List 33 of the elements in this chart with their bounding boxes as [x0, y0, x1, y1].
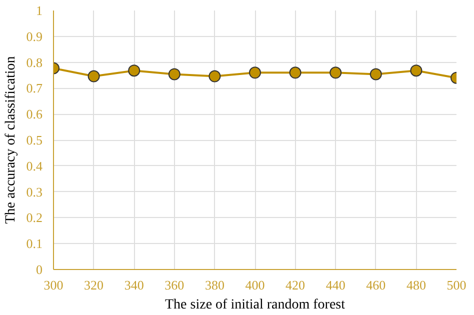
- y-axis-title: The accuracy of classification: [3, 56, 18, 224]
- y-tick-label: 0.6: [26, 106, 43, 122]
- x-tick-label: 480: [406, 278, 426, 292]
- x-tick-label: 360: [164, 278, 184, 292]
- point: [128, 64, 140, 77]
- x-axis-title: The size of initial random forest: [165, 298, 346, 312]
- point: [289, 66, 302, 79]
- point: [208, 70, 221, 82]
- y-tick-label: 0.8: [26, 54, 42, 70]
- x-tick-label: 460: [366, 278, 386, 292]
- point: [168, 68, 180, 80]
- x-tick-label: 380: [204, 278, 224, 292]
- y-tick-label: 0.1: [26, 236, 42, 252]
- y-tick-label: 0.7: [26, 80, 43, 96]
- point: [249, 66, 261, 79]
- point: [370, 68, 382, 80]
- y-tick-label: 0.9: [26, 28, 42, 44]
- y-tick-label: 0.3: [26, 184, 42, 200]
- x-tick-label: 340: [124, 278, 144, 292]
- y-tick-label: 0.2: [26, 210, 42, 226]
- y-tick-label: 1: [36, 3, 42, 18]
- x-tick-label: 420: [286, 278, 306, 292]
- x-tick-label: 500: [446, 278, 466, 292]
- point: [330, 66, 342, 79]
- y-tick-label: 0.4: [26, 158, 43, 174]
- x-tick-label: 300: [44, 278, 64, 292]
- x-tick-label: 320: [84, 278, 104, 292]
- point: [410, 64, 422, 77]
- x-tick-label: 440: [326, 278, 346, 292]
- y-tick-label: 0: [36, 262, 42, 277]
- y-tick-label: 0.5: [26, 132, 42, 148]
- point: [88, 70, 100, 82]
- x-tick-label: 400: [245, 278, 265, 292]
